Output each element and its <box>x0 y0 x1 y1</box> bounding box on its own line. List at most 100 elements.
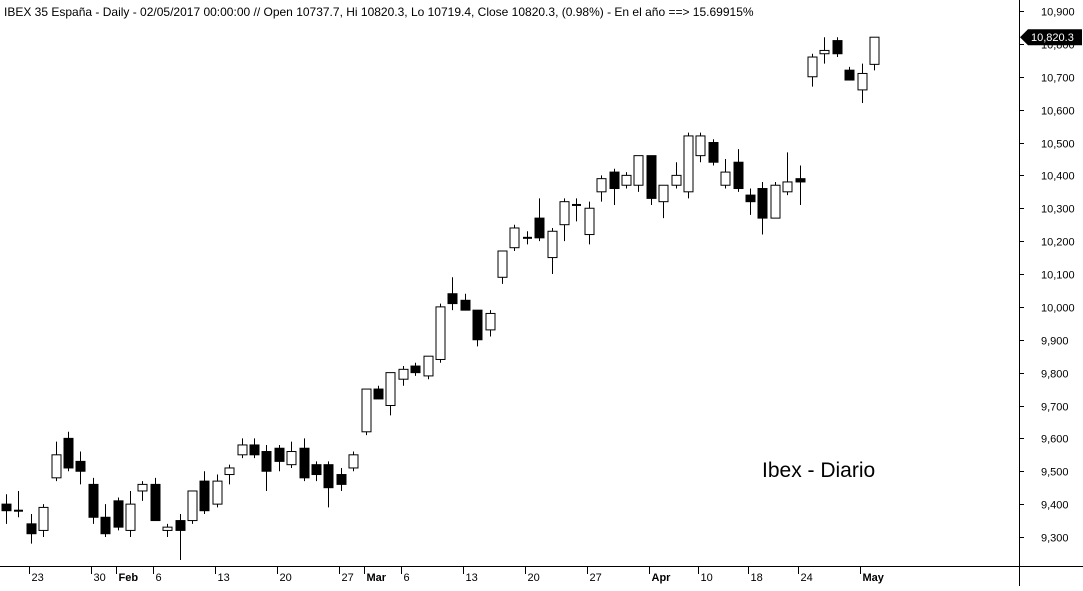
candle-body-down <box>249 444 260 456</box>
y-tick-label: 9,800 <box>1041 369 1069 381</box>
candles <box>1 36 880 561</box>
candle <box>534 198 545 242</box>
candle <box>447 277 458 311</box>
last-value-badge <box>1020 29 1082 46</box>
y-tick-label: 10,100 <box>1041 270 1075 282</box>
candle <box>757 181 768 235</box>
candle <box>435 303 446 363</box>
candle <box>385 372 396 416</box>
candle <box>1 494 12 524</box>
candle-body-up <box>658 184 669 203</box>
y-tick-label: 9,900 <box>1041 336 1069 348</box>
y-tick-label: 9,600 <box>1041 434 1069 446</box>
y-tick-label: 10,000 <box>1041 303 1075 315</box>
candle-body-up <box>819 49 830 55</box>
last-value-label: 10,820.3 <box>1031 32 1074 44</box>
candle-body-up <box>385 372 396 406</box>
candle-body-up <box>547 230 558 259</box>
candle-body-up <box>435 306 446 360</box>
candle <box>125 490 136 537</box>
x-tick-label: 30 <box>94 572 106 584</box>
candle <box>162 523 173 537</box>
candle <box>708 139 719 166</box>
candle-body-up <box>807 56 818 78</box>
candle <box>51 441 62 482</box>
axes: 9,300 9,400 9,500 9,600 9,700 9,800 9,900 10,00… <box>29 7 1075 584</box>
candle-body-down <box>75 460 86 472</box>
candle <box>249 438 260 459</box>
candle <box>497 250 508 284</box>
x-tick-label: 6 <box>404 572 410 584</box>
candle <box>88 477 99 524</box>
candle-body-up <box>559 201 570 226</box>
candle <box>485 310 496 337</box>
candle-body-down <box>113 500 124 528</box>
x-tick-label: 24 <box>801 572 813 584</box>
candle <box>361 388 372 436</box>
candle <box>336 467 347 491</box>
candle <box>187 490 198 524</box>
candle-body-up <box>212 480 223 505</box>
x-tick-label: 18 <box>751 572 763 584</box>
candle <box>150 477 161 522</box>
y-tick-label: 10,400 <box>1041 171 1075 183</box>
candle <box>460 293 471 311</box>
y-tick-label: 9,300 <box>1041 533 1069 545</box>
x-tick-label: Mar <box>367 572 387 584</box>
candle-body-up <box>782 181 793 193</box>
candle <box>348 451 359 472</box>
y-tick-label: 10,500 <box>1041 139 1075 151</box>
candle-body-up <box>137 483 148 492</box>
candle <box>38 504 49 537</box>
chart-header: IBEX 35 España - Daily - 02/05/2017 00:0… <box>4 5 754 19</box>
candle <box>609 168 620 205</box>
y-tick-label: 9,700 <box>1041 402 1069 414</box>
candle-body-down <box>323 464 334 489</box>
candle-body-up <box>237 444 248 456</box>
candle-body-up <box>361 388 372 433</box>
candle <box>323 461 334 508</box>
candle-body-down <box>708 142 719 163</box>
candle-body-down <box>175 520 186 531</box>
candle <box>795 165 806 205</box>
chart-annotation: Ibex - Diario <box>762 459 875 482</box>
y-tick-label: 10,200 <box>1041 237 1075 249</box>
candle-body-down <box>1 503 12 512</box>
candle-body-up <box>633 155 644 186</box>
candle <box>584 201 595 245</box>
y-tick-label: 9,400 <box>1041 500 1069 512</box>
x-tick-label: 27 <box>590 572 602 584</box>
candle-body-down <box>88 483 99 518</box>
candle-body-down <box>299 447 310 479</box>
candle <box>100 504 111 537</box>
candle <box>175 513 186 561</box>
candle <box>14 490 23 518</box>
candle <box>671 162 682 189</box>
candle-body-down <box>26 523 37 535</box>
candle <box>199 471 210 514</box>
candle <box>572 198 581 222</box>
candle <box>857 63 868 104</box>
candle-body-down <box>336 474 347 485</box>
candle <box>844 66 855 81</box>
candle <box>311 461 322 482</box>
candle-body-up <box>187 490 198 522</box>
candle <box>286 441 297 468</box>
candle-body-up <box>857 72 868 91</box>
candle-body-down <box>311 464 322 476</box>
candle <box>373 385 384 400</box>
y-tick-label: 10,300 <box>1041 204 1075 216</box>
candle-body-down <box>757 188 768 219</box>
candle-body-down <box>460 299 471 311</box>
candle-body-up <box>485 312 496 331</box>
candle-body-up <box>398 368 409 380</box>
x-tick-label: 6 <box>156 572 162 584</box>
candle <box>63 431 74 472</box>
y-tick-label: 9,500 <box>1041 467 1069 479</box>
y-tick-label: 10,700 <box>1041 73 1075 85</box>
candle <box>423 355 434 380</box>
candle <box>782 152 793 196</box>
candle-body-down <box>609 171 620 190</box>
